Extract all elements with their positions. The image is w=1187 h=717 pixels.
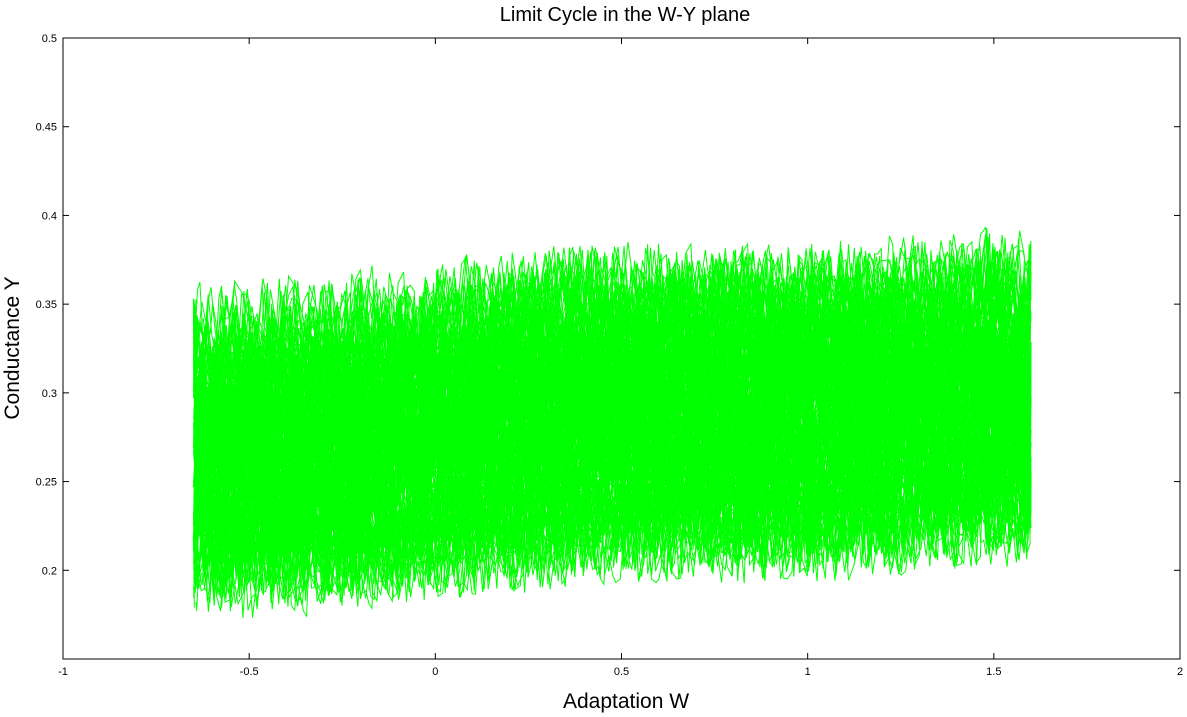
trajectory-line xyxy=(210,303,1025,591)
trajectory-line xyxy=(194,427,1032,572)
trajectory-line xyxy=(205,368,1028,591)
trajectory-line xyxy=(194,255,1030,455)
trajectory-line xyxy=(198,234,1031,464)
trajectory-traces xyxy=(192,226,1032,619)
x-tick-label: 1.5 xyxy=(986,666,1001,678)
trajectory-line xyxy=(193,379,1032,553)
y-tick-label: 0.45 xyxy=(36,122,57,134)
x-axis-label: Adaptation W xyxy=(563,690,689,713)
x-tick-label: -0.5 xyxy=(240,666,259,678)
y-axis-label: Conductance Y xyxy=(1,276,24,419)
y-tick-label: 0.3 xyxy=(42,388,57,400)
trajectory-line xyxy=(193,265,1032,423)
chart-title: Limit Cycle in the W-Y plane xyxy=(500,4,750,26)
y-axis-ticks: 0.2 0.25 0.3 0.35 0.4 0.45 0.5 xyxy=(36,33,1180,577)
y-tick-label: 0.5 xyxy=(42,33,57,45)
trajectory-line xyxy=(198,239,1032,473)
y-tick-label: 0.4 xyxy=(42,210,57,222)
trajectory-line xyxy=(199,242,1001,443)
x-tick-label: -1 xyxy=(58,666,68,678)
x-tick-label: 2 xyxy=(1177,666,1183,678)
y-tick-label: 0.35 xyxy=(36,299,57,311)
trajectory-line xyxy=(193,369,1025,576)
y-tick-label: 0.25 xyxy=(36,477,57,489)
y-tick-label: 0.2 xyxy=(42,565,57,577)
x-tick-label: 1 xyxy=(805,666,811,678)
x-tick-label: 0 xyxy=(432,666,438,678)
x-axis-ticks: -1 -0.5 0 0.5 1 1.5 2 xyxy=(58,38,1183,678)
trajectory-line xyxy=(206,347,1029,610)
trajectory-line xyxy=(197,270,1029,479)
x-tick-label: 0.5 xyxy=(614,666,629,678)
